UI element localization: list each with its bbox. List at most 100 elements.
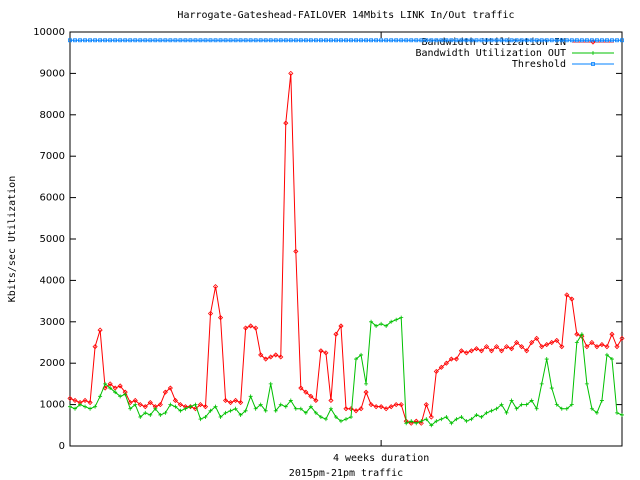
point [319,38,323,43]
point [354,357,359,362]
point [589,38,594,43]
point [534,406,539,411]
point [278,38,283,43]
point [474,412,479,417]
point [388,404,394,410]
point [428,414,434,420]
point [409,38,414,43]
point [158,38,163,43]
point [504,344,510,350]
point [569,38,574,43]
point [590,39,596,45]
point [323,350,329,356]
point [248,394,253,399]
point [449,421,454,426]
point [203,38,208,43]
point [484,410,489,415]
point [444,415,449,420]
point [489,38,494,43]
point [157,402,163,408]
point [138,415,143,420]
point [217,315,224,321]
point [609,357,614,362]
point [379,321,384,326]
point [107,381,113,387]
point [414,421,419,426]
point [363,389,369,395]
point [438,364,444,370]
point [238,399,244,406]
point [614,410,619,415]
point [584,344,590,350]
point [243,325,249,331]
point [103,38,108,43]
point [564,292,570,298]
point [584,381,589,386]
point [559,344,565,350]
point [138,38,143,43]
point [449,38,454,43]
point [591,62,595,66]
point [589,339,595,346]
point [574,331,580,337]
point [459,415,464,420]
point [473,346,480,352]
point [509,346,515,352]
point [499,402,504,407]
point [394,38,399,43]
point [83,404,88,409]
point [369,38,373,43]
point [253,38,258,43]
point [444,38,449,43]
point [202,404,209,410]
point [493,344,500,350]
point [253,325,259,331]
point [539,381,544,386]
point [364,38,368,43]
point [549,386,554,391]
point [383,406,389,412]
point [222,397,229,404]
point [127,399,133,406]
point [384,323,389,328]
point [599,342,605,348]
point [348,406,354,412]
point [488,348,495,354]
point [529,339,535,346]
point [369,319,374,324]
point [374,38,379,43]
point [419,419,424,424]
point [173,404,178,409]
point [313,410,318,415]
point [404,38,409,43]
point [408,420,414,426]
point [263,408,268,413]
y-axis-label: Kbits/sec Utilization [7,176,18,302]
point [178,38,183,43]
point [118,38,123,43]
point [374,323,379,328]
point [524,38,529,43]
point [539,38,544,43]
point [584,38,589,43]
point [554,337,560,343]
point [339,38,343,43]
point [112,385,118,391]
point [514,38,519,43]
point [469,417,474,422]
point [454,38,459,43]
point [283,404,288,409]
point [193,402,198,407]
point [288,398,293,403]
point [243,408,248,413]
y-tick-label: 10000 [33,27,65,38]
point [599,398,604,403]
point [132,397,138,404]
point [368,402,374,408]
point [468,348,475,354]
point [162,389,168,395]
point [288,70,294,76]
y-tick-label: 2000 [40,358,65,369]
point [398,402,404,408]
point [554,38,559,43]
